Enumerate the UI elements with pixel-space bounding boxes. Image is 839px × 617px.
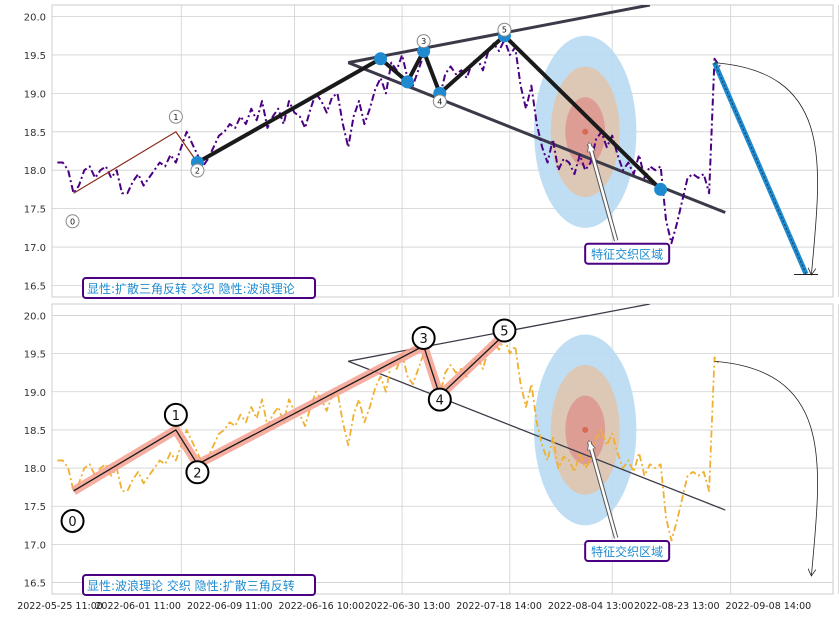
wave-count-circle xyxy=(168,109,183,124)
pattern-label-box xyxy=(82,574,316,596)
wave-line xyxy=(73,334,505,492)
plot-frame xyxy=(51,4,834,298)
price-line xyxy=(57,337,721,542)
wave-count-label: 1 xyxy=(172,409,180,424)
triangle-boundary-line xyxy=(348,360,726,511)
plot-area xyxy=(57,5,819,275)
x-tick-label: 2022-08-23 13:00 xyxy=(634,601,720,612)
forecast-line xyxy=(712,61,809,275)
wave-count-label: 3 xyxy=(421,37,426,46)
wave-count-label: 2 xyxy=(195,167,200,176)
pivot-marker xyxy=(654,182,668,196)
wave-count-label: 0 xyxy=(68,515,76,530)
target-zone-center xyxy=(582,128,589,135)
y-tick-label: 18.5 xyxy=(24,128,46,139)
y-tick-label: 20.0 xyxy=(24,13,46,24)
wave-count-label: 5 xyxy=(500,325,508,340)
wave-count-circle xyxy=(427,387,452,412)
y-tick-label: 19.0 xyxy=(24,89,46,100)
wave-count-circle xyxy=(411,325,436,350)
wave-count-label: 2 xyxy=(193,466,201,481)
wave-count-label: 5 xyxy=(502,26,507,35)
x-tick-label: 2022-06-16 10:00 xyxy=(279,601,365,612)
price-line xyxy=(57,38,721,245)
top-chart-panel: 16.5 17.0 17.5 18.0 18.5 19.0 19.5 20.0 0 1 2 3 4 5 特征… xyxy=(24,4,839,299)
y-tick-label: 17.0 xyxy=(24,540,46,551)
y-tick-label: 19.0 xyxy=(24,388,46,399)
annotation-arrow xyxy=(588,143,618,242)
wave-count-circle xyxy=(65,214,80,229)
y-tick-label: 17.5 xyxy=(24,205,46,216)
plot-frame xyxy=(51,303,834,595)
y-tick-label: 18.0 xyxy=(24,464,46,475)
pivot-marker xyxy=(417,44,431,58)
bottom-chart-panel: 16.5 17.0 17.5 18.0 18.5 19.0 19.5 20.0 0 1 2 3 4 5 特征… xyxy=(24,303,839,596)
wave-line-initial xyxy=(73,130,198,194)
target-zone-center xyxy=(582,426,589,433)
wave-count-circle xyxy=(416,34,431,49)
x-tick-label: 2022-08-04 13:00 xyxy=(548,601,634,612)
wave-count-label: 4 xyxy=(436,394,444,409)
pattern-label-text: 显性:波浪理论 交织 隐性:扩散三角反转 xyxy=(87,578,295,593)
y-tick-label: 20.0 xyxy=(24,311,46,322)
wave-count-circle xyxy=(432,94,447,109)
wave-count-circle xyxy=(190,163,205,178)
x-tick-label: 2022-06-30 13:00 xyxy=(365,601,451,612)
wave-count-label: 3 xyxy=(420,332,428,347)
wave-count-circle xyxy=(60,508,85,533)
x-tick-label: 2022-07-18 14:00 xyxy=(456,601,542,612)
y-tick-label: 19.5 xyxy=(24,350,46,361)
y-tick-label: 17.5 xyxy=(24,502,46,513)
x-tick-label: 2022-09-08 14:00 xyxy=(726,601,812,612)
forecast-arc xyxy=(714,360,818,575)
pivot-marker xyxy=(400,75,414,89)
wave-count-label: 0 xyxy=(70,217,75,226)
x-tick-label: 2022-06-09 11:00 xyxy=(187,601,273,612)
y-tick-label: 18.5 xyxy=(24,426,46,437)
wave-count-circle xyxy=(185,460,210,485)
pattern-label-box xyxy=(82,277,316,299)
y-tick-label: 17.0 xyxy=(24,243,46,254)
y-tick-label: 16.5 xyxy=(24,579,46,590)
wave-count-circle xyxy=(492,318,517,343)
wave-count-circle xyxy=(163,402,188,427)
annotation-text: 特征交织区域 xyxy=(591,544,663,559)
annotation-arrow xyxy=(588,441,618,539)
pivot-marker xyxy=(374,52,388,66)
wave-count-circle xyxy=(497,22,512,37)
y-tick-label: 18.0 xyxy=(24,166,46,177)
annotation-text: 特征交织区域 xyxy=(591,247,663,262)
pattern-label-text: 显性:扩散三角反转 交织 隐性:波浪理论 xyxy=(87,281,295,296)
wave-count-label: 1 xyxy=(173,113,178,122)
y-tick-label: 19.5 xyxy=(24,51,46,62)
x-tick-label: 2022-05-25 11:00 xyxy=(17,601,103,612)
x-tick-label: 2022-06-01 11:00 xyxy=(95,601,181,612)
wave-count-label: 4 xyxy=(437,97,442,106)
forecast-arc xyxy=(714,62,818,274)
annotation-box xyxy=(584,540,671,563)
annotation-box xyxy=(584,242,671,265)
y-tick-label: 16.5 xyxy=(24,281,46,292)
